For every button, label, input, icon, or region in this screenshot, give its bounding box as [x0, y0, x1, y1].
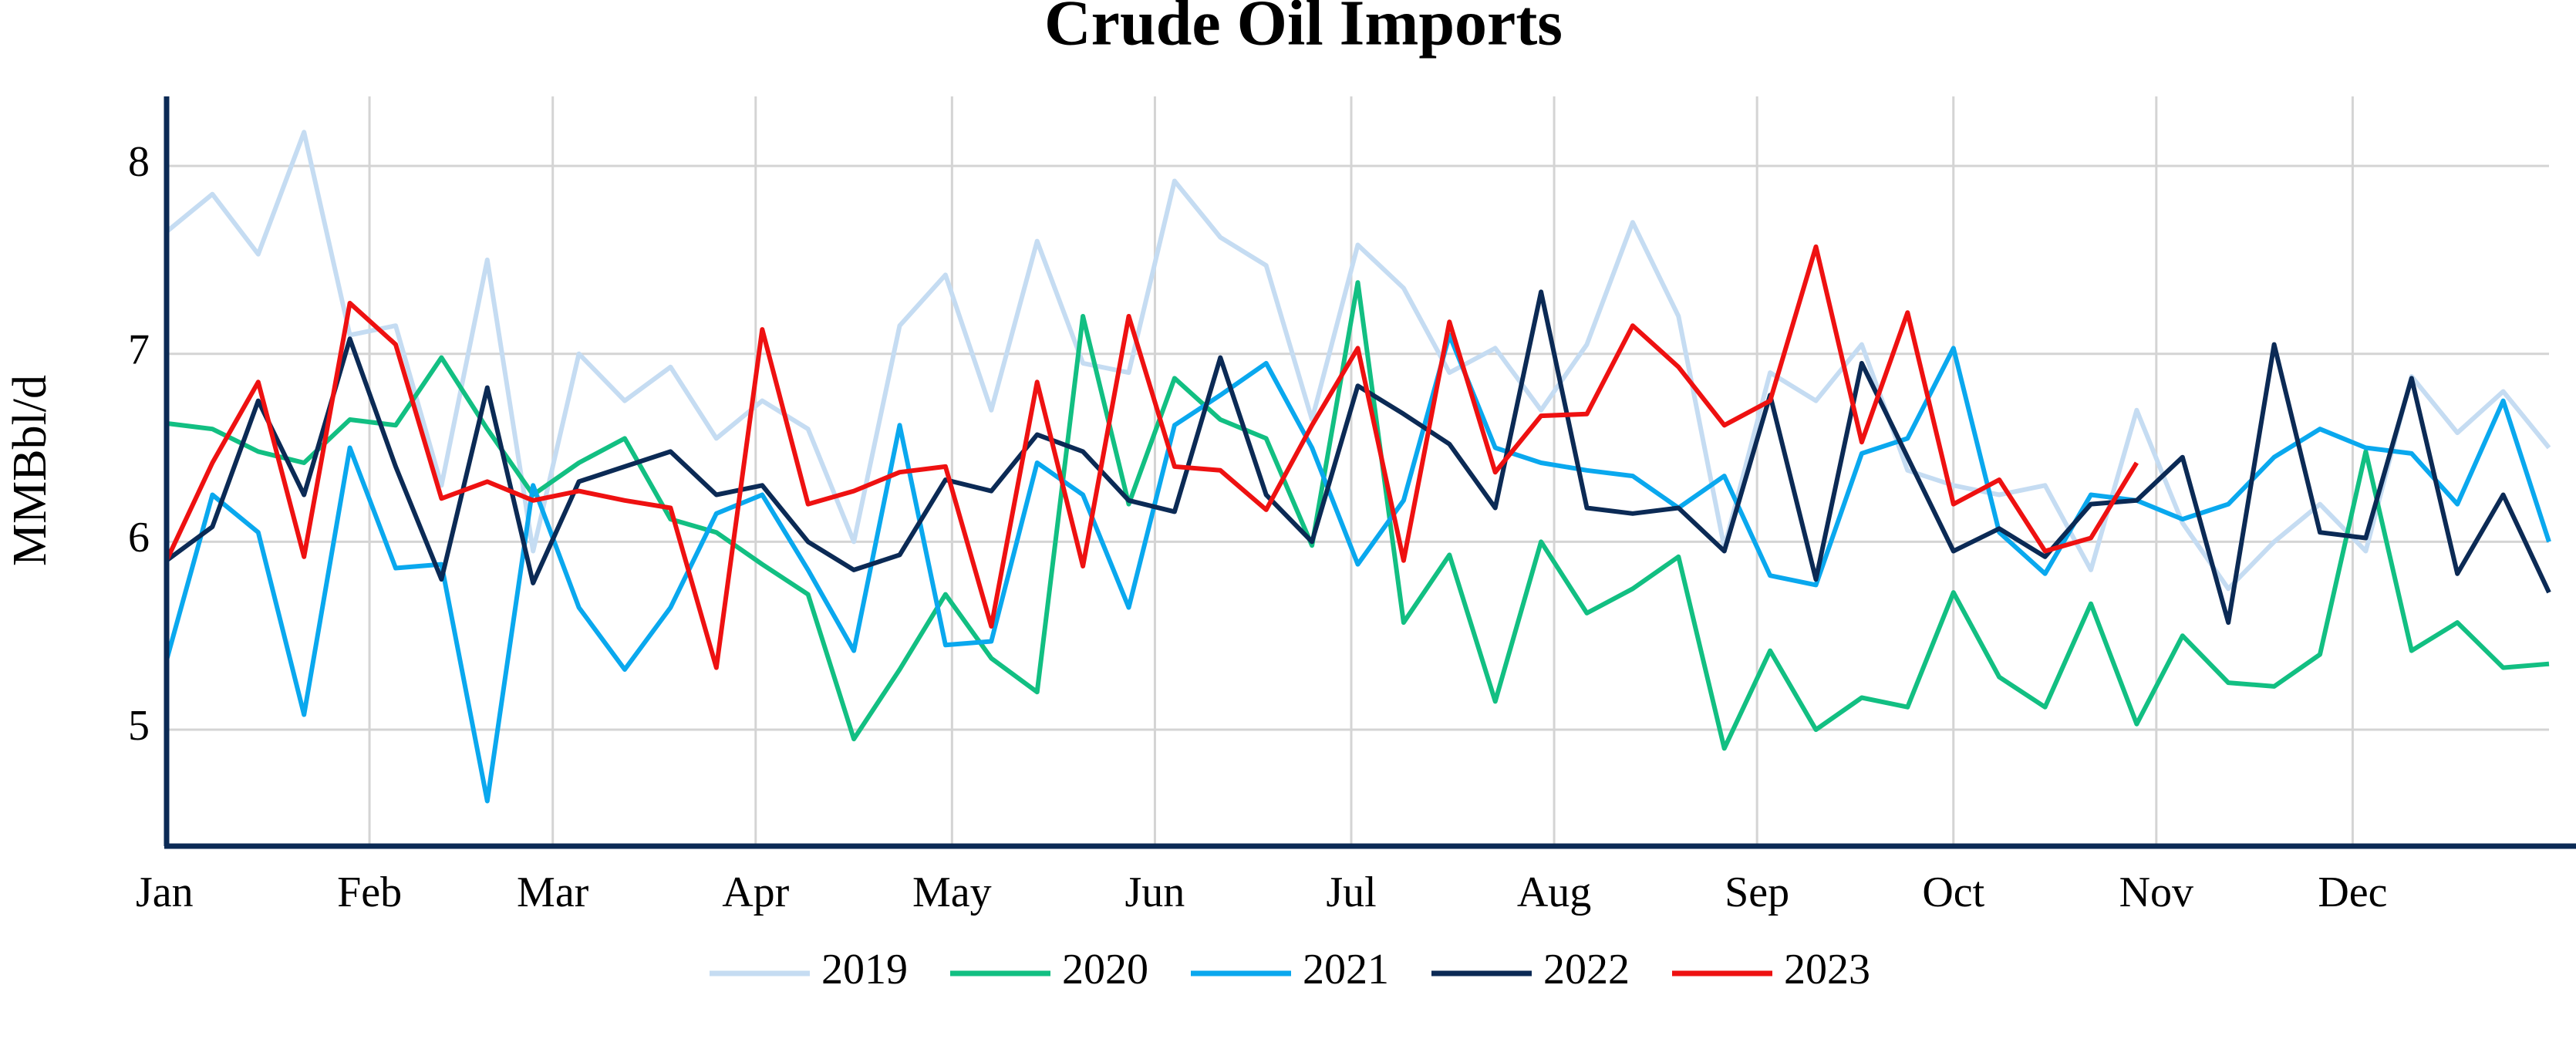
x-tick-label: Sep — [1725, 869, 1789, 916]
series-line — [164, 332, 2551, 804]
x-tick-label: Mar — [517, 869, 589, 916]
y-tick-label: 6 — [128, 514, 150, 562]
x-tick-label: Feb — [337, 869, 402, 916]
legend-label: 2021 — [1303, 946, 1389, 993]
y-tick-label: 5 — [128, 702, 150, 750]
y-tick-label: 8 — [128, 138, 150, 186]
legend-label: 2023 — [1784, 946, 1870, 993]
x-tick-label: Jun — [1125, 869, 1185, 916]
legend-label: 2020 — [1062, 946, 1148, 993]
x-tick-label: Aug — [1517, 869, 1591, 916]
chart-title: Crude Oil Imports — [1044, 0, 1563, 59]
x-tick-label: Jul — [1326, 869, 1376, 916]
series-line — [165, 289, 2551, 626]
y-tick-label: 7 — [128, 326, 150, 374]
series-line — [165, 130, 2551, 592]
series-line — [166, 280, 2550, 751]
x-tick-label: Nov — [2119, 869, 2193, 916]
series-line — [164, 244, 2139, 670]
y-axis-label: MMBbl/d — [4, 375, 56, 566]
x-tick-label: Jan — [136, 869, 194, 916]
legend-label: 2019 — [821, 946, 908, 993]
x-tick-label: Dec — [2318, 869, 2387, 916]
x-tick-label: Apr — [722, 869, 789, 916]
legend-label: 2022 — [1543, 946, 1630, 993]
x-tick-label: May — [912, 869, 992, 916]
x-tick-label: Oct — [1922, 869, 1984, 916]
